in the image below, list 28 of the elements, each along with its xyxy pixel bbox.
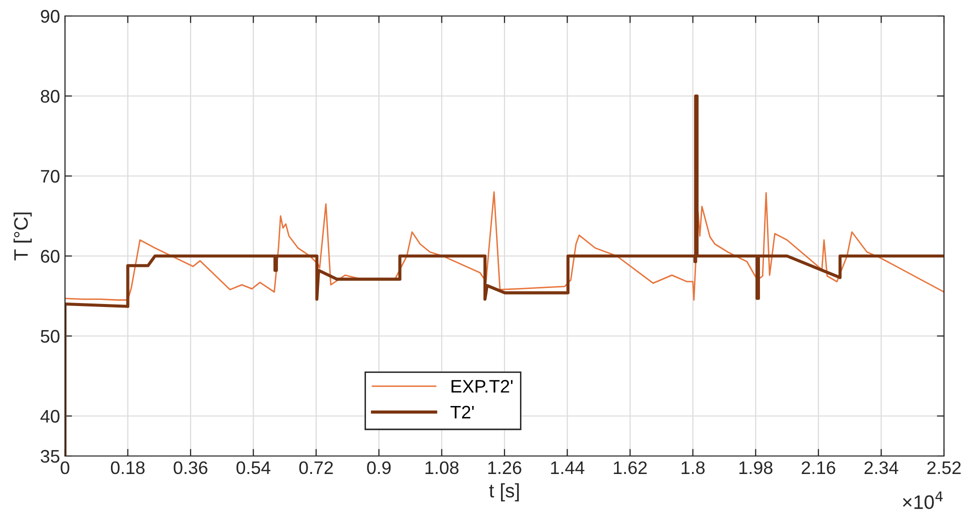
- x-tick-label: 2.52: [927, 461, 961, 474]
- y-tick-label: 90: [40, 10, 60, 23]
- x-tick-label: 0.36: [174, 461, 208, 474]
- y-tick-label: 50: [40, 330, 60, 343]
- y-tick-label: 35: [40, 450, 60, 463]
- text: ×10$^{4}$: [902, 491, 943, 510]
- y-axis-title: T [°C]: [14, 212, 32, 260]
- x-tick-label: 1.8: [682, 461, 705, 474]
- x-tick-label: 0.54: [236, 461, 270, 474]
- y-tick-label: 70: [40, 170, 60, 183]
- x-tick-label: 1.62: [614, 461, 647, 474]
- x-tick-label: 1.26: [488, 461, 522, 474]
- x-tick-label: 0.18: [110, 461, 145, 474]
- legend-label: EXP.T2': [452, 380, 513, 393]
- y-tick-label: 60: [40, 250, 60, 263]
- y-tick-label: 40: [40, 410, 60, 423]
- x-tick-label: 0: [60, 461, 70, 474]
- x-tick-label: 0.9: [367, 461, 391, 474]
- legend-label: T2': [450, 406, 474, 418]
- x-tick-label: 0.72: [299, 461, 333, 474]
- x-tick-label: 1.98: [739, 461, 772, 474]
- x-tick-label: 2.34: [864, 461, 898, 474]
- line-series: [65, 191, 944, 301]
- x-axis-title: t [s]: [489, 483, 519, 502]
- x-tick-label: 1.08: [426, 461, 458, 474]
- x-tick-label: 1.44: [551, 462, 584, 474]
- x-tick-label: 2.16: [802, 461, 836, 474]
- y-tick-label: 80: [40, 90, 60, 103]
